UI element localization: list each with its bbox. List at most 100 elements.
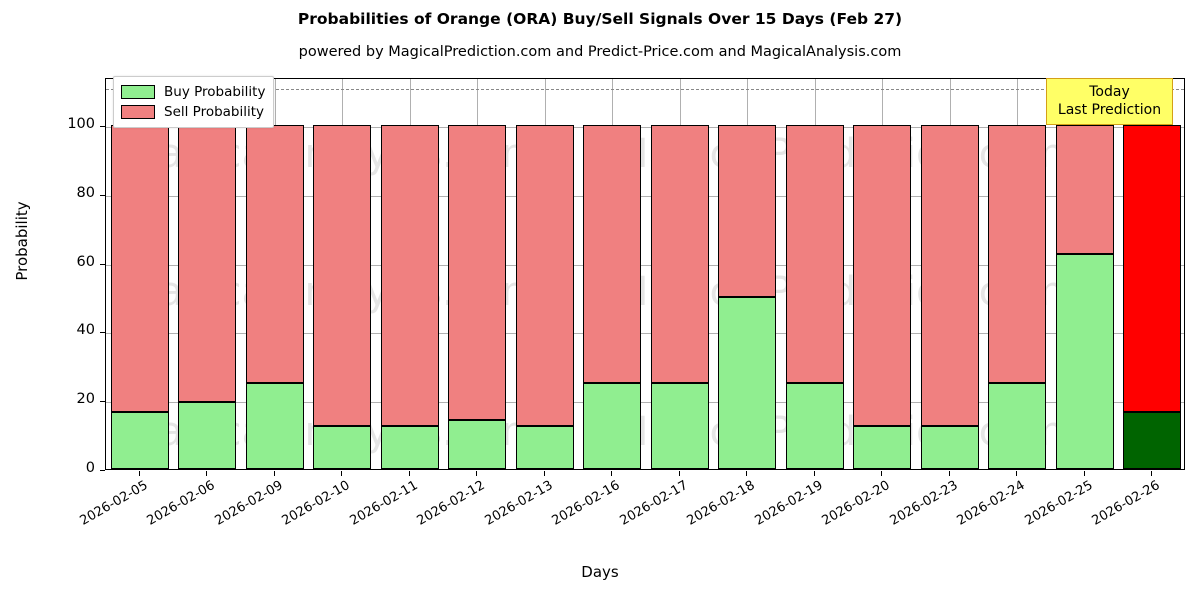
bar-segment-sell[interactable] bbox=[515, 125, 574, 427]
x-tick-mark bbox=[611, 471, 613, 476]
x-tick-mark bbox=[273, 471, 275, 476]
x-tick-label: 2026-02-17 bbox=[617, 478, 691, 529]
bar-segment-buy[interactable] bbox=[178, 401, 237, 469]
x-tick-label: 2026-02-24 bbox=[954, 478, 1028, 529]
legend-item-sell: Sell Probability bbox=[121, 102, 265, 122]
chart-legend: Buy Probability Sell Probability bbox=[113, 76, 275, 128]
y-tick-label: 60 bbox=[76, 253, 95, 270]
bar-group[interactable] bbox=[1123, 79, 1182, 469]
x-tick-label: 2026-02-06 bbox=[144, 478, 218, 529]
bar-group[interactable] bbox=[110, 79, 169, 469]
bar-segment-sell[interactable] bbox=[785, 125, 844, 384]
bar-segment-sell[interactable] bbox=[245, 125, 304, 384]
y-tick-mark bbox=[100, 401, 105, 403]
x-tick-label: 2026-02-05 bbox=[77, 478, 151, 529]
bar-group[interactable] bbox=[515, 79, 574, 469]
legend-label-sell: Sell Probability bbox=[164, 104, 265, 120]
chart-subtitle: powered by MagicalPrediction.com and Pre… bbox=[298, 44, 902, 60]
x-tick-label: 2026-02-23 bbox=[887, 478, 961, 529]
bar-group[interactable] bbox=[988, 79, 1047, 469]
x-tick-label: 2026-02-20 bbox=[819, 478, 893, 529]
x-tick-mark bbox=[1083, 471, 1085, 476]
x-tick-mark bbox=[813, 471, 815, 476]
x-tick-label: 2026-02-09 bbox=[212, 478, 286, 529]
x-tick-mark bbox=[678, 471, 680, 476]
bar-segment-buy[interactable] bbox=[515, 426, 574, 469]
bar-segment-sell[interactable] bbox=[1123, 125, 1182, 412]
gridline-horizontal bbox=[106, 402, 1184, 404]
plot-area: MagicalAnalysis.comMagicalPrediction.com… bbox=[105, 78, 1185, 470]
bar-segment-sell[interactable] bbox=[650, 125, 709, 384]
x-tick-label: 2026-02-19 bbox=[752, 478, 826, 529]
legend-swatch-buy-icon bbox=[121, 85, 155, 99]
bar-segment-buy[interactable] bbox=[110, 411, 169, 469]
y-tick-mark bbox=[100, 332, 105, 334]
x-tick-mark bbox=[206, 471, 208, 476]
bar-group[interactable] bbox=[785, 79, 844, 469]
x-tick-mark bbox=[408, 471, 410, 476]
bar-segment-sell[interactable] bbox=[110, 125, 169, 412]
bar-segment-buy[interactable] bbox=[988, 383, 1047, 469]
bar-segment-buy[interactable] bbox=[650, 383, 709, 469]
bar-segment-sell[interactable] bbox=[380, 125, 439, 427]
x-tick-mark bbox=[341, 471, 343, 476]
bar-group[interactable] bbox=[718, 79, 777, 469]
bar-group[interactable] bbox=[313, 79, 372, 469]
bar-segment-buy[interactable] bbox=[380, 426, 439, 469]
bar-group[interactable] bbox=[920, 79, 979, 469]
x-tick-label: 2026-02-25 bbox=[1022, 478, 1096, 529]
bar-group[interactable] bbox=[1055, 79, 1114, 469]
bar-segment-sell[interactable] bbox=[583, 125, 642, 384]
bar-group[interactable] bbox=[853, 79, 912, 469]
gridline-horizontal bbox=[106, 264, 1184, 266]
bar-group[interactable] bbox=[650, 79, 709, 469]
bar-segment-buy[interactable] bbox=[245, 383, 304, 469]
bar-segment-buy[interactable] bbox=[1123, 411, 1182, 469]
bar-group[interactable] bbox=[583, 79, 642, 469]
y-tick-label: 20 bbox=[76, 391, 95, 408]
bar-segment-buy[interactable] bbox=[718, 297, 777, 469]
bar-segment-buy[interactable] bbox=[920, 426, 979, 469]
legend-swatch-sell-icon bbox=[121, 105, 155, 119]
bar-segment-sell[interactable] bbox=[853, 125, 912, 427]
y-tick-label: 40 bbox=[76, 322, 95, 339]
x-tick-label: 2026-02-26 bbox=[1089, 478, 1163, 529]
bar-segment-buy[interactable] bbox=[1055, 254, 1114, 469]
bar-segment-buy[interactable] bbox=[583, 383, 642, 469]
bar-segment-buy[interactable] bbox=[448, 419, 507, 469]
x-tick-mark bbox=[746, 471, 748, 476]
y-axis-title: Probability bbox=[13, 201, 31, 281]
y-tick-mark bbox=[100, 126, 105, 128]
bar-segment-sell[interactable] bbox=[313, 125, 372, 427]
bar-segment-sell[interactable] bbox=[448, 125, 507, 420]
bar-group[interactable] bbox=[448, 79, 507, 469]
bar-segment-sell[interactable] bbox=[1055, 125, 1114, 255]
bar-segment-sell[interactable] bbox=[920, 125, 979, 427]
bar-group[interactable] bbox=[380, 79, 439, 469]
legend-item-buy: Buy Probability bbox=[121, 82, 265, 102]
bar-group[interactable] bbox=[245, 79, 304, 469]
chart-title: Probabilities of Orange (ORA) Buy/Sell S… bbox=[297, 10, 903, 28]
x-tick-mark bbox=[476, 471, 478, 476]
bar-segment-sell[interactable] bbox=[178, 125, 237, 402]
gridline-horizontal bbox=[106, 333, 1184, 335]
x-tick-mark bbox=[1151, 471, 1153, 476]
bar-segment-sell[interactable] bbox=[718, 125, 777, 298]
bar-segment-buy[interactable] bbox=[313, 426, 372, 469]
bar-group[interactable] bbox=[178, 79, 237, 469]
x-tick-label: 2026-02-18 bbox=[684, 478, 758, 529]
x-tick-label: 2026-02-12 bbox=[414, 478, 488, 529]
bar-segment-buy[interactable] bbox=[785, 383, 844, 469]
today-annotation-line2: Last Prediction bbox=[1057, 102, 1162, 118]
bar-segment-sell[interactable] bbox=[988, 125, 1047, 384]
x-tick-mark bbox=[543, 471, 545, 476]
gridline-horizontal bbox=[106, 195, 1184, 197]
y-tick-label: 0 bbox=[85, 460, 95, 476]
x-tick-label: 2026-02-13 bbox=[482, 478, 556, 529]
x-tick-mark bbox=[948, 471, 950, 476]
y-tick-label: 80 bbox=[76, 184, 95, 201]
y-tick-mark bbox=[100, 263, 105, 265]
x-tick-mark bbox=[1016, 471, 1018, 476]
bar-segment-buy[interactable] bbox=[853, 426, 912, 469]
